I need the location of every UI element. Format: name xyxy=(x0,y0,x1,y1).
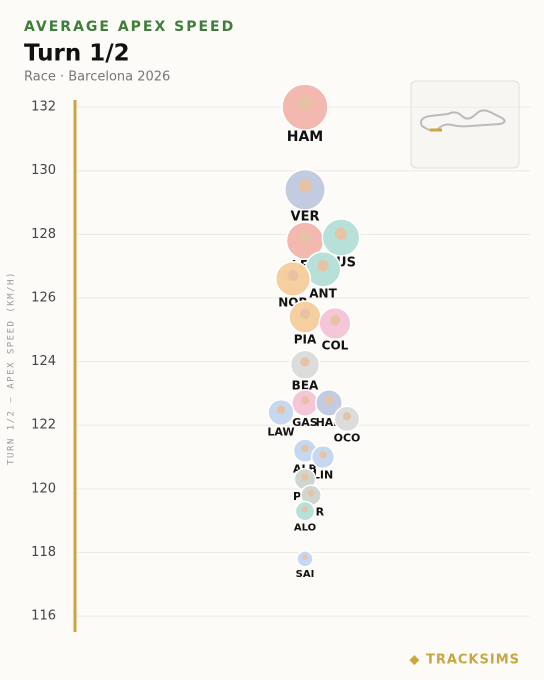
driver-head xyxy=(301,473,309,481)
driver-head xyxy=(300,357,310,367)
y-tick-label: 128 xyxy=(31,227,56,242)
driver-head xyxy=(287,269,299,281)
driver-head xyxy=(300,396,310,405)
driver-head xyxy=(302,554,308,560)
driver-label: GAS xyxy=(292,416,318,429)
driver-head xyxy=(319,451,327,459)
chart-title: Turn 1/2 xyxy=(24,41,130,67)
kicker: AVERAGE APEX SPEED xyxy=(24,19,235,35)
driver-label: ALO xyxy=(294,523,316,534)
track-map xyxy=(410,80,520,169)
driver-label: PIA xyxy=(294,333,317,347)
driver-head xyxy=(317,260,329,272)
driver-head xyxy=(299,231,311,243)
y-tick-label: 132 xyxy=(31,100,56,115)
driver-head xyxy=(297,95,313,110)
driver-label: ANT xyxy=(309,286,337,300)
driver-head xyxy=(307,489,315,497)
driver-label: VER xyxy=(291,210,320,225)
driver-label: HAM xyxy=(287,129,323,145)
y-tick-label: 120 xyxy=(31,481,56,496)
driver-label: BEA xyxy=(292,379,319,393)
brand: ◆ TRACKSIMS xyxy=(409,653,520,668)
subtitle: Race · Barcelona 2026 xyxy=(24,70,170,85)
y-axis-label: TURN 1/2 — APEX SPEED (KM/H) xyxy=(7,271,17,465)
driver-head xyxy=(276,405,286,415)
driver-label: OCO xyxy=(334,432,361,445)
driver-head xyxy=(324,396,334,405)
y-tick-label: 122 xyxy=(31,418,56,433)
y-tick-label: 118 xyxy=(31,545,56,560)
driver-head xyxy=(301,506,309,513)
y-tick-label: 116 xyxy=(31,609,56,624)
driver-label: COL xyxy=(322,339,349,353)
driver-label: LIN xyxy=(313,468,333,481)
driver-head xyxy=(335,227,347,240)
y-tick-label: 126 xyxy=(31,290,56,305)
driver-label: LAW xyxy=(267,425,294,438)
driver-label: SAI xyxy=(296,569,315,580)
y-tick-label: 124 xyxy=(31,354,56,369)
driver-head xyxy=(329,315,341,326)
driver-head xyxy=(299,308,311,319)
driver-head xyxy=(342,412,352,421)
driver-head xyxy=(301,444,309,453)
y-tick-label: 130 xyxy=(31,163,56,178)
driver-head xyxy=(298,179,312,193)
